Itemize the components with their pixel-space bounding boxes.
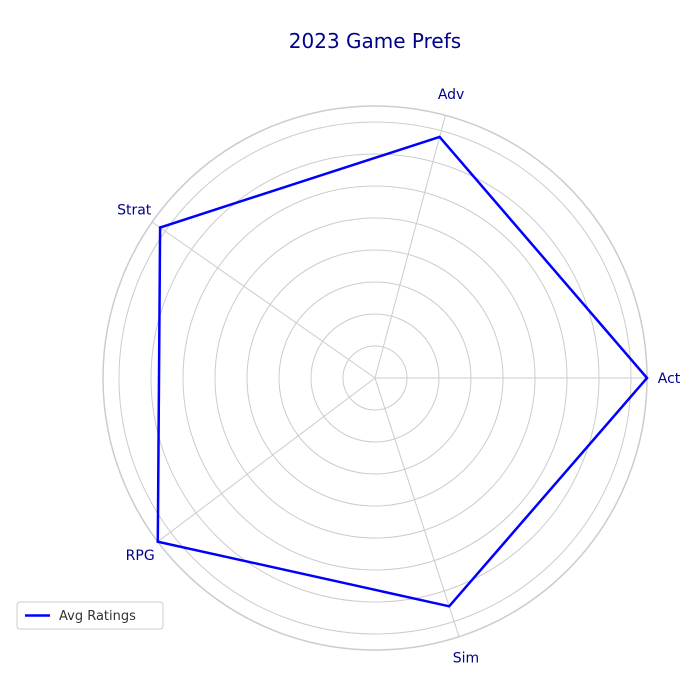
grid-spoke-sim [374,377,460,637]
data-point-adv [438,135,441,139]
data-point-rpg [156,540,159,543]
data-point-strat [158,226,162,229]
data-point-act [645,376,649,380]
category-label-act: Act [658,371,681,387]
grid-spoke-rpg [157,377,376,543]
legend: Avg Ratings [16,601,164,630]
series-line-avg-ratings [156,135,649,608]
series-layer [156,135,649,608]
category-label-adv: Adv [438,87,465,103]
grid-spoke-strat [151,221,376,379]
data-point-sim [447,605,451,608]
legend-box [16,601,164,630]
category-label-rpg: RPG [126,548,155,564]
category-label-strat: Strat [117,202,152,218]
chart-title: 2023 Game Prefs [289,29,461,53]
category-labels: Act Adv Strat RPG Sim [117,87,681,667]
grid-spokes [151,115,647,637]
grid-spoke-adv [374,115,446,379]
category-label-sim: Sim [453,651,479,667]
legend-label-avg-ratings: Avg Ratings [59,609,136,624]
